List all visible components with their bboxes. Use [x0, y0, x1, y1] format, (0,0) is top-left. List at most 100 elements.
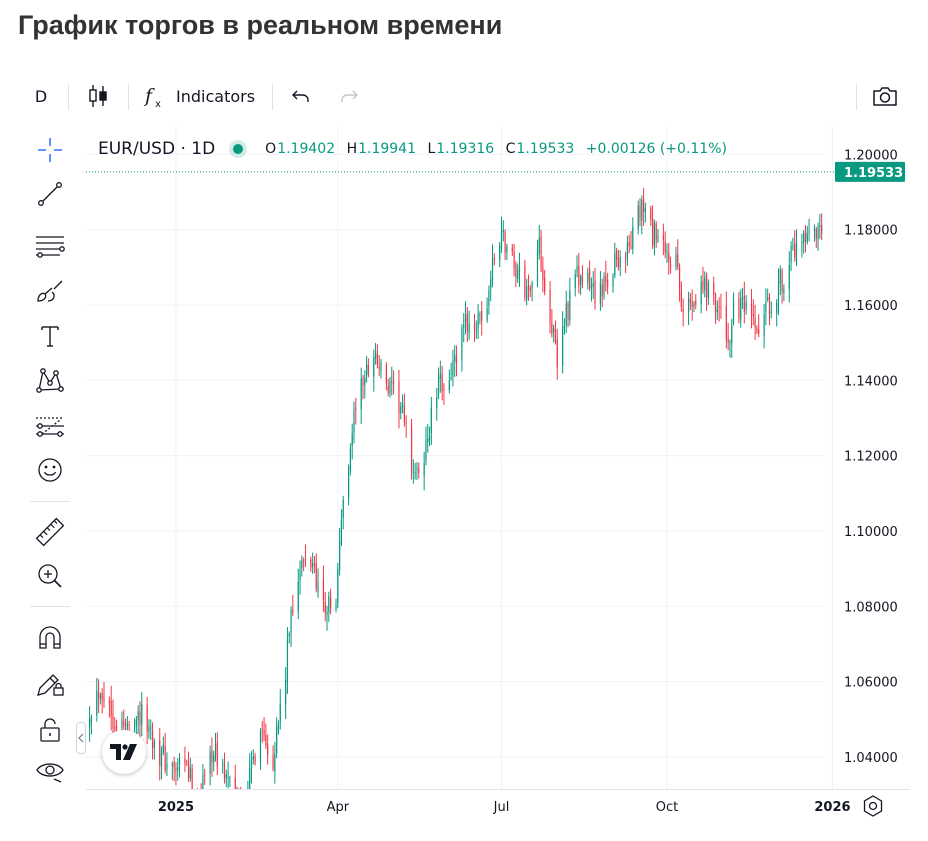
- candle-body: [783, 288, 785, 293]
- candle-body: [387, 386, 389, 393]
- candle-body: [135, 719, 137, 726]
- symbol-title[interactable]: EUR/USD · 1D: [98, 139, 216, 159]
- candle-body: [490, 279, 492, 289]
- candle-body: [511, 247, 513, 252]
- ruler-tool[interactable]: [26, 512, 74, 552]
- candle-body: [612, 276, 614, 287]
- drawing-toolbar: [26, 130, 74, 790]
- lock-all-tool[interactable]: [26, 710, 74, 750]
- candle-body: [794, 244, 796, 258]
- forecast-tool[interactable]: [26, 406, 74, 446]
- candle-body: [376, 353, 378, 365]
- change-value: +0.00126 (+0.11%): [585, 141, 727, 157]
- series-legend: EUR/USD · 1D O1.19402 H1.19941 L1.19316 …: [98, 137, 734, 161]
- toolbar-divider: [128, 84, 129, 110]
- candle-body: [178, 758, 181, 765]
- candle-body: [304, 559, 307, 561]
- brush-tool[interactable]: [26, 272, 74, 312]
- collapse-toolbar-button[interactable]: [76, 722, 86, 754]
- candle-body: [450, 377, 452, 379]
- candle-body: [290, 610, 292, 633]
- market-status-dot[interactable]: [233, 144, 244, 154]
- indicators-button[interactable]: f x Indicators: [142, 76, 262, 116]
- undo-icon: [292, 90, 309, 102]
- candle-body: [326, 612, 328, 616]
- interval-button[interactable]: D: [26, 76, 56, 116]
- candle-body: [664, 241, 666, 252]
- candle-body: [254, 755, 256, 764]
- candle-body: [153, 741, 155, 748]
- candle-body: [662, 236, 664, 240]
- candle-body: [148, 726, 150, 733]
- candle-body: [211, 750, 213, 763]
- undo-button[interactable]: [286, 76, 316, 116]
- page-title: График торгов в реальном времени: [18, 10, 503, 40]
- tradingview-logo[interactable]: [102, 730, 146, 774]
- candle-body: [184, 758, 186, 764]
- crosshair-tool[interactable]: [26, 130, 74, 170]
- unlock-icon: [40, 718, 60, 742]
- candle-body: [128, 725, 130, 727]
- candle-body: [821, 224, 823, 234]
- candle-body: [342, 500, 344, 518]
- candle-body: [299, 570, 301, 580]
- screenshot-button[interactable]: [868, 76, 902, 116]
- close-value: 1.19533: [516, 141, 575, 157]
- function-icon: f x: [143, 85, 161, 109]
- lock-drawing-tool[interactable]: [26, 664, 74, 704]
- price-chart[interactable]: 1.20000 1.18000 1.16000 1.14000 1.12000 1.100…: [86, 126, 910, 790]
- candle-body: [626, 242, 629, 258]
- candle-body: [267, 743, 269, 756]
- price-tick-label: 1.10000: [844, 525, 898, 540]
- candle-body: [637, 205, 639, 230]
- time-tick-label: Oct: [656, 800, 678, 815]
- indicators-label: Indicators: [176, 86, 256, 106]
- candle-body: [630, 245, 632, 248]
- candle-body: [389, 380, 391, 393]
- candle-body: [249, 768, 251, 790]
- candle-body: [223, 764, 226, 781]
- candle-body: [108, 701, 110, 704]
- horizontal-lines-tool[interactable]: [26, 226, 74, 266]
- candle-body: [88, 719, 91, 727]
- candle-body: [779, 269, 781, 284]
- time-axis[interactable]: 2025 Apr Jul Oct 2026: [86, 790, 910, 820]
- candle-body: [312, 562, 314, 567]
- candle-body: [727, 338, 729, 343]
- chart-type-button[interactable]: [82, 76, 114, 116]
- candle-body: [187, 763, 190, 779]
- magnet-tool[interactable]: [26, 618, 74, 658]
- candle-body: [542, 268, 544, 280]
- candle-body: [96, 690, 98, 716]
- hide-drawings-tool[interactable]: [26, 750, 74, 790]
- candle-body: [639, 205, 641, 219]
- trend-line-tool[interactable]: [26, 174, 74, 214]
- candle-body: [171, 764, 173, 766]
- low-value: 1.19316: [436, 141, 495, 157]
- candle-body: [276, 727, 278, 754]
- zoom-tool[interactable]: [26, 556, 74, 596]
- emoji-tool[interactable]: [26, 450, 74, 490]
- candle-body: [502, 230, 504, 233]
- toolbar-divider: [272, 84, 273, 110]
- candle-body: [756, 328, 758, 332]
- settings-icon[interactable]: [862, 795, 884, 817]
- candle-body: [112, 713, 114, 729]
- pattern-tool[interactable]: [26, 360, 74, 400]
- candle-body: [439, 374, 441, 379]
- candle-body: [222, 763, 224, 765]
- candle-body: [691, 301, 693, 307]
- text-tool[interactable]: [26, 316, 74, 356]
- candle-body: [322, 579, 325, 601]
- candle-body: [526, 287, 528, 300]
- candle-body: [700, 281, 702, 305]
- high-value: 1.19941: [358, 141, 416, 157]
- candle-body: [551, 322, 553, 334]
- candle-body: [524, 264, 526, 298]
- candle-body: [669, 264, 672, 267]
- candle-body: [536, 252, 539, 283]
- tradingview-logo-icon: [110, 744, 137, 760]
- redo-button[interactable]: [334, 76, 364, 116]
- price-tick-label: 1.08000: [844, 600, 898, 615]
- candle-body: [642, 198, 645, 213]
